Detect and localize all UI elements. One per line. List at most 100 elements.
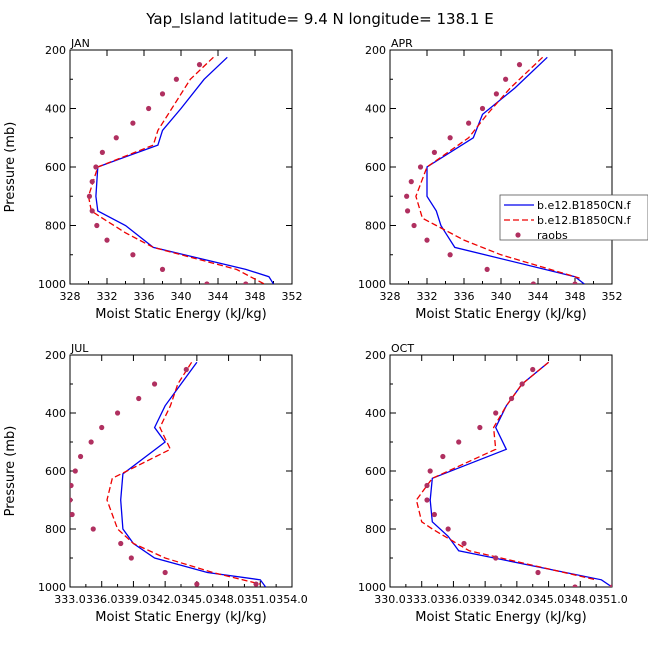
x-tick-label: 332: [417, 290, 438, 303]
raobs-point: [461, 540, 467, 547]
legend-label: b.e12.B1850CN.f: [537, 199, 632, 212]
raobs-point: [136, 395, 142, 402]
x-tick-label: 332: [97, 290, 118, 303]
x-tick-label: 348.0: [213, 593, 245, 606]
raobs-point: [572, 584, 578, 587]
raobs-point: [118, 540, 124, 547]
model-line-red: [106, 361, 261, 585]
model-line-red: [87, 56, 265, 284]
raobs-point: [445, 526, 451, 532]
x-tick-label: 336.0: [438, 593, 470, 606]
plot-area: [86, 56, 275, 284]
x-tick-label: 344: [208, 290, 229, 303]
y-tick-label: 200: [365, 44, 386, 57]
raobs-point: [456, 439, 462, 445]
raobs-point: [493, 555, 499, 561]
raobs-point: [447, 135, 453, 141]
raobs-point: [70, 497, 73, 503]
plot-area: [70, 361, 267, 587]
y-axis-label: Pressure (mb): [3, 426, 18, 517]
raobs-point: [151, 381, 158, 387]
month-label: APR: [391, 37, 413, 50]
x-tick-label: 352: [602, 290, 623, 303]
raobs-point: [130, 252, 136, 258]
x-tick-label: 340: [171, 290, 192, 303]
x-tick-label: 344: [528, 290, 549, 303]
raobs-point: [128, 555, 134, 561]
raobs-point: [466, 120, 472, 126]
raobs-point: [99, 149, 105, 155]
model-line-red: [415, 56, 580, 279]
y-tick-label: 400: [45, 103, 66, 116]
model-line-blue: [426, 56, 585, 284]
raobs-point: [424, 497, 430, 503]
raobs-point: [194, 581, 200, 587]
x-axis-label: Moist Static Energy (kJ/kg): [415, 307, 586, 322]
raobs-point: [183, 366, 189, 373]
raobs-point: [530, 366, 536, 373]
legend-label: raobs: [537, 229, 568, 242]
x-tick-label: 330.0: [374, 593, 406, 606]
raobs-point: [508, 395, 515, 402]
x-tick-label: 336: [134, 290, 155, 303]
raobs-point: [243, 281, 249, 284]
model-line-red: [415, 361, 597, 581]
raobs-point: [130, 120, 136, 126]
raobs-point: [411, 222, 417, 229]
y-tick-label: 200: [45, 349, 66, 362]
month-label: OCT: [391, 342, 414, 355]
raobs-point: [196, 62, 203, 68]
y-tick-label: 1000: [38, 581, 66, 594]
x-tick-label: 348.0: [565, 593, 597, 606]
x-axis-label: Moist Static Energy (kJ/kg): [415, 610, 586, 625]
raobs-point: [493, 91, 499, 97]
x-tick-label: 348: [245, 290, 266, 303]
x-tick-label: 328: [380, 290, 401, 303]
raobs-point: [72, 468, 78, 474]
plot-area: [404, 56, 585, 284]
raobs-point: [99, 424, 105, 431]
x-tick-label: 340: [491, 290, 512, 303]
x-tick-label: 352: [282, 290, 303, 303]
y-tick-label: 800: [45, 220, 66, 233]
x-tick-label: 342.0: [501, 593, 533, 606]
y-tick-label: 600: [45, 161, 66, 174]
y-tick-label: 1000: [358, 278, 386, 291]
raobs-point: [424, 237, 430, 243]
raobs-point: [431, 511, 437, 518]
x-tick-label: 339.0: [118, 593, 150, 606]
raobs-point: [89, 208, 95, 214]
y-tick-label: 400: [365, 103, 386, 116]
raobs-point: [89, 179, 95, 185]
month-label: JUL: [70, 342, 89, 355]
y-tick-label: 400: [45, 407, 66, 420]
plot-frame: [69, 354, 293, 588]
x-tick-label: 342.0: [149, 593, 181, 606]
plot-frame: [389, 49, 613, 285]
y-tick-label: 800: [45, 523, 66, 536]
x-tick-label: 336: [454, 290, 475, 303]
raobs-point: [113, 135, 119, 141]
x-tick-label: 328: [60, 290, 81, 303]
raobs-point: [404, 208, 411, 214]
raobs-point: [424, 482, 430, 489]
raobs-point: [159, 91, 166, 97]
x-axis-label: Moist Static Energy (kJ/kg): [95, 610, 266, 625]
x-tick-label: 333.0: [406, 593, 438, 606]
x-tick-label: 351.0: [596, 593, 628, 606]
raobs-point: [94, 222, 100, 229]
raobs-point: [417, 164, 424, 170]
raobs-point: [503, 76, 509, 82]
raobs-point: [77, 453, 84, 460]
raobs-point: [408, 179, 414, 185]
x-axis-label: Moist Static Energy (kJ/kg): [95, 307, 266, 322]
panel-jul: JUL 333.0 336.0 339.0 342.0 345.0 348.0 351.0 35…: [3, 342, 308, 625]
month-label: JAN: [70, 37, 90, 50]
model-line-blue: [95, 56, 275, 284]
x-tick-label: 345.0: [533, 593, 565, 606]
raobs-point: [440, 453, 446, 460]
raobs-point: [104, 237, 110, 243]
raobs-point: [162, 569, 168, 576]
panel-jan: JAN 328 332 336 340 344 348 352 200 400 600 800 1000…: [3, 37, 303, 322]
raobs-point: [477, 424, 483, 431]
